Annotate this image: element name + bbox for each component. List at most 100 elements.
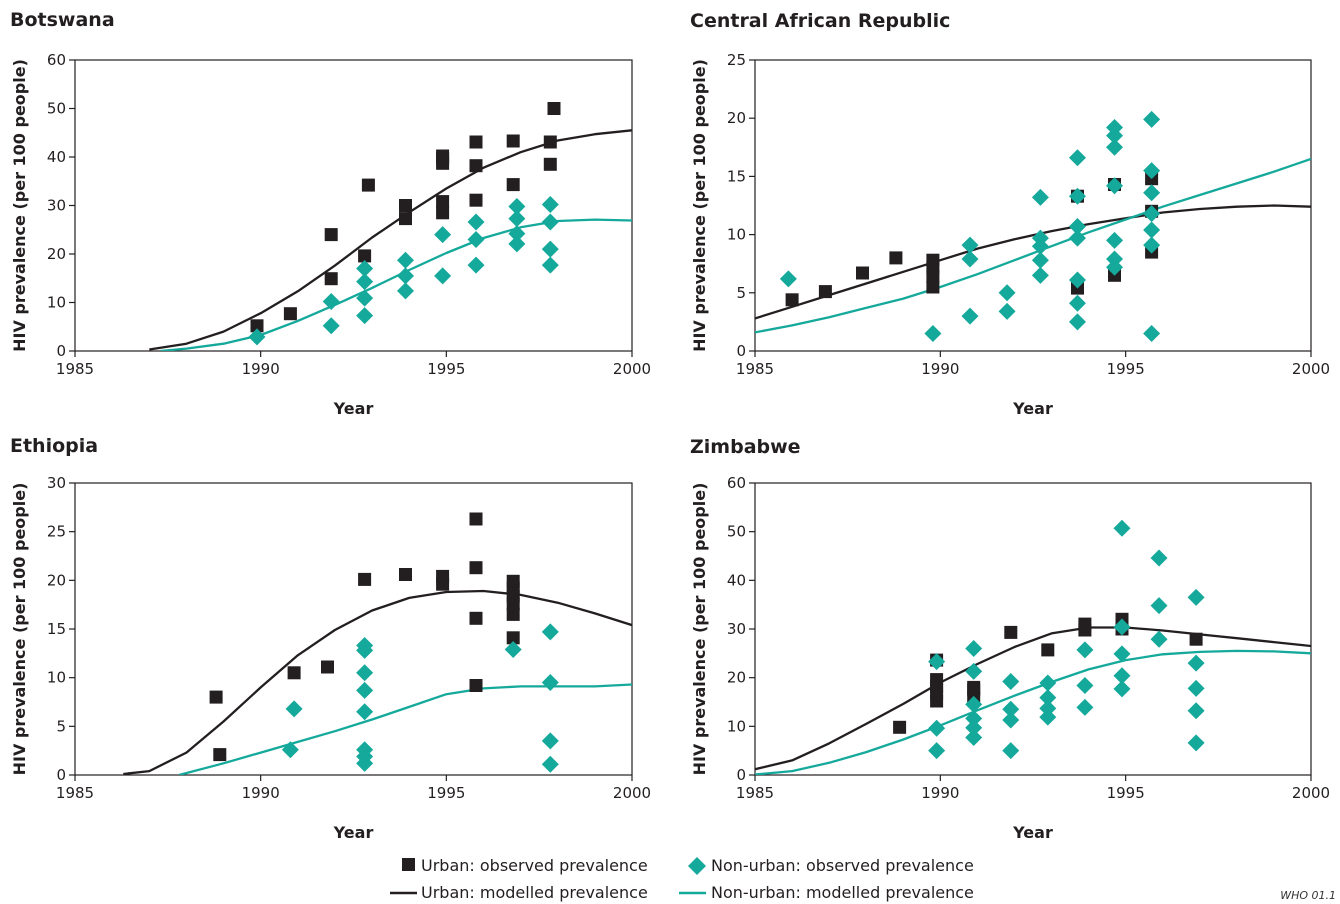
non-urban-observed-point	[1031, 266, 1049, 284]
urban-observed-point	[436, 206, 450, 220]
y-tick-label: 5	[56, 717, 66, 735]
urban-observed-point	[209, 690, 223, 704]
y-tick-label: 10	[47, 669, 66, 687]
urban-observed-point	[1078, 617, 1092, 631]
non-urban-observed-point	[965, 639, 983, 657]
chart-panel-3: Ethiopia 0 5 10 15 20 25 30 1985 1990 1995 2000 Year…	[10, 435, 651, 842]
non-urban-observed-point	[1150, 597, 1168, 615]
non-urban-observed-point	[396, 267, 414, 285]
non-urban-observed-point	[541, 755, 559, 773]
non-urban-observed-point	[1068, 271, 1086, 289]
non-urban-observed-point	[1076, 676, 1094, 694]
non-urban-observed-point	[1187, 702, 1205, 720]
y-axis-label: HIV prevalence (per 100 people)	[10, 483, 29, 776]
non-urban-observed-point	[965, 719, 983, 737]
x-tick-label: 1995	[427, 360, 465, 378]
non-urban-observed-point	[1113, 519, 1131, 537]
urban-observed-point	[213, 748, 227, 762]
urban-observed-point	[547, 102, 561, 115]
urban-observed-point	[436, 149, 450, 163]
y-tick-label: 5	[736, 284, 746, 302]
non-urban-observed-point	[1143, 162, 1161, 180]
urban-modelled-line	[123, 589, 632, 775]
non-urban-observed-point	[356, 289, 374, 307]
non-urban-observed-point	[965, 662, 983, 680]
y-axis-label: HIV prevalence (per 100 people)	[690, 59, 709, 352]
non-urban-observed-point	[1068, 294, 1086, 312]
plot-frame	[754, 59, 1312, 352]
urban-observed-point	[469, 135, 483, 149]
non-urban-observed-point	[928, 742, 946, 760]
non-urban-modelled-line	[160, 218, 632, 351]
plot-frame	[754, 482, 1312, 776]
non-urban-observed-point	[1031, 251, 1049, 269]
legend-urban-observed-marker	[402, 858, 415, 871]
urban-observed-point	[818, 285, 832, 299]
urban-observed-point	[856, 266, 869, 280]
non-urban-observed-point	[467, 230, 485, 248]
urban-observed-point	[436, 569, 450, 583]
non-urban-observed-point	[1187, 654, 1205, 672]
non-urban-observed-point	[1143, 110, 1161, 128]
non-urban-observed-point	[508, 197, 526, 215]
non-urban-observed-point	[1106, 250, 1124, 268]
non-urban-modelled-line	[178, 683, 632, 775]
urban-observed-point	[469, 679, 483, 692]
chart-panel-1: Botswana 0 10 20 30 40 50 60 1985 1990 1995 2000 Yea…	[10, 9, 651, 418]
urban-observed-point	[399, 568, 412, 581]
non-urban-observed-point	[467, 213, 485, 231]
urban-observed-point	[324, 272, 338, 286]
non-urban-observed-point	[1031, 229, 1049, 247]
non-urban-modelled-line	[755, 649, 1311, 775]
non-urban-observed-point	[1068, 313, 1086, 331]
urban-observed-point	[967, 680, 981, 694]
legend: Urban: observed prevalence Non-urban: ob…	[390, 856, 974, 902]
non-urban-observed-point	[1187, 588, 1205, 606]
x-tick-label: 1990	[921, 360, 959, 378]
y-tick-label: 20	[47, 571, 66, 589]
y-tick-label: 20	[727, 669, 746, 687]
chart-title: Central African Republic	[690, 10, 950, 32]
non-urban-observed-point	[356, 260, 374, 278]
non-urban-observed-point	[356, 637, 374, 655]
urban-observed-point	[399, 199, 412, 212]
x-tick-label: 1995	[1107, 360, 1145, 378]
non-urban-observed-point	[1002, 742, 1020, 760]
urban-observed-point	[543, 135, 557, 149]
non-urban-observed-point	[1076, 641, 1094, 659]
urban-observed-point	[469, 159, 483, 173]
non-urban-observed-point	[1031, 188, 1049, 206]
y-axis-label: HIV prevalence (per 100 people)	[690, 483, 709, 776]
chart-title: Botswana	[10, 9, 115, 31]
urban-observed-point	[361, 178, 375, 192]
y-tick-label: 60	[47, 51, 66, 69]
non-urban-observed-point	[965, 729, 983, 747]
non-urban-observed-point	[467, 256, 485, 274]
non-urban-observed-point	[965, 710, 983, 728]
y-tick-label: 10	[47, 294, 66, 312]
non-urban-observed-point	[356, 664, 374, 682]
urban-observed-point	[469, 611, 483, 625]
y-tick-label: 0	[56, 342, 66, 360]
non-urban-observed-point	[508, 225, 526, 243]
x-tick-label: 1985	[56, 360, 94, 378]
y-tick-label: 40	[727, 571, 746, 589]
non-urban-observed-point	[1068, 149, 1086, 167]
non-urban-modelled-line	[755, 157, 1311, 334]
y-tick-label: 30	[727, 620, 746, 638]
legend-non-urban-observed-label: Non-urban: observed prevalence	[711, 856, 974, 875]
y-tick-label: 60	[727, 474, 746, 492]
non-urban-observed-point	[541, 213, 559, 231]
non-urban-observed-point	[961, 236, 979, 254]
non-urban-observed-point	[1068, 229, 1086, 247]
x-tick-label: 2000	[613, 784, 651, 802]
non-urban-observed-point	[1039, 674, 1057, 692]
urban-observed-point	[785, 293, 799, 307]
urban-observed-point	[506, 178, 520, 192]
urban-modelled-line	[755, 626, 1311, 771]
chart-panel-2: Central African Republic 0 5 10 15 20 25 1985 19…	[690, 10, 1330, 418]
non-urban-observed-point	[1187, 734, 1205, 752]
non-urban-observed-point	[1039, 699, 1057, 717]
